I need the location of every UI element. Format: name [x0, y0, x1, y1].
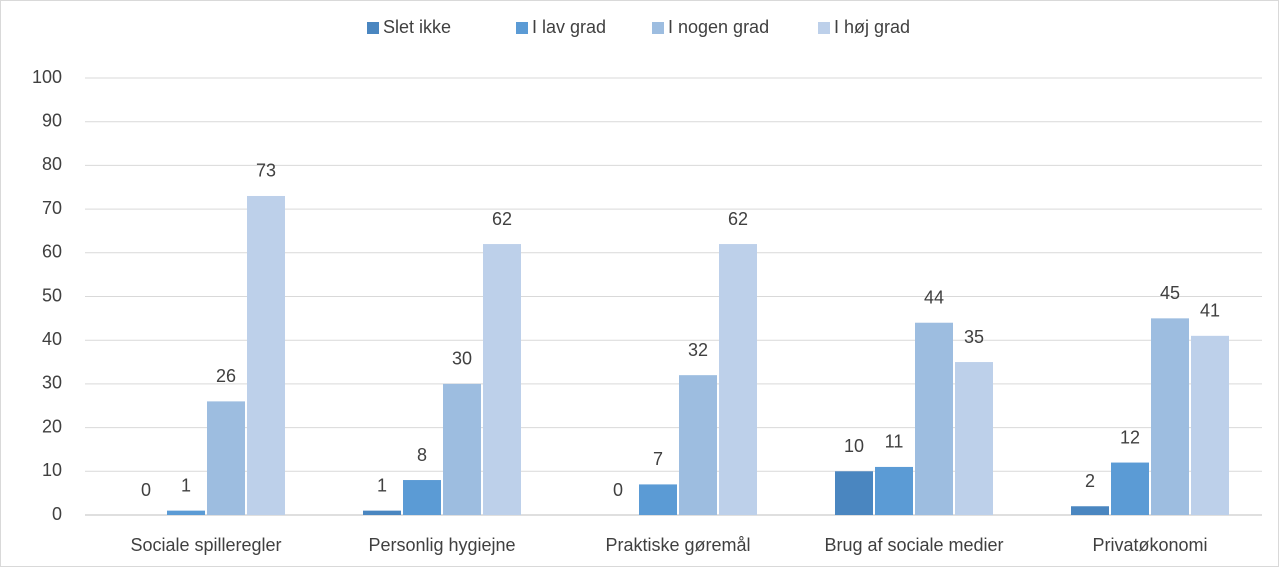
- data-label: 41: [1200, 301, 1220, 321]
- y-tick-label: 60: [42, 242, 62, 262]
- bar: [167, 510, 205, 515]
- data-label: 1: [377, 475, 387, 495]
- x-tick-label: Sociale spilleregler: [130, 535, 281, 555]
- y-tick-label: 0: [52, 504, 62, 524]
- y-tick-label: 90: [42, 110, 62, 130]
- y-tick-label: 70: [42, 198, 62, 218]
- bar: [483, 244, 521, 515]
- data-label: 35: [964, 327, 984, 347]
- data-label: 0: [141, 480, 151, 500]
- y-tick-label: 50: [42, 285, 62, 305]
- bar: [1071, 506, 1109, 515]
- data-label: 44: [924, 287, 944, 307]
- bar: [915, 322, 953, 515]
- bar: [955, 362, 993, 515]
- y-tick-label: 100: [32, 67, 62, 87]
- legend-swatch: [652, 22, 664, 34]
- legend-swatch: [818, 22, 830, 34]
- bar: [363, 510, 401, 515]
- y-tick-label: 20: [42, 416, 62, 436]
- data-label: 1: [181, 475, 191, 495]
- data-label: 73: [256, 161, 276, 181]
- data-label: 7: [653, 449, 663, 469]
- legend-label: Slet ikke: [383, 17, 451, 37]
- bar: [835, 471, 873, 515]
- data-label: 30: [452, 349, 472, 369]
- x-tick-label: Praktiske gøremål: [605, 535, 750, 555]
- bar: [679, 375, 717, 515]
- data-label: 62: [728, 209, 748, 229]
- bar: [443, 383, 481, 515]
- data-label: 45: [1160, 283, 1180, 303]
- y-tick-label: 30: [42, 373, 62, 393]
- y-tick-label: 40: [42, 329, 62, 349]
- legend-label: I lav grad: [532, 17, 606, 37]
- bar: [875, 466, 913, 515]
- legend-label: I høj grad: [834, 17, 910, 37]
- legend-label: I nogen grad: [668, 17, 769, 37]
- bar: [207, 401, 245, 515]
- bar: [403, 480, 441, 515]
- bar: [1151, 318, 1189, 515]
- data-label: 11: [885, 432, 904, 452]
- data-label: 2: [1085, 471, 1095, 491]
- legend-swatch: [367, 22, 379, 34]
- data-label: 12: [1120, 427, 1140, 447]
- x-tick-label: Privatøkonomi: [1092, 535, 1207, 555]
- y-tick-label: 80: [42, 154, 62, 174]
- bar: [247, 195, 285, 516]
- bar: [639, 484, 677, 515]
- y-tick-label: 10: [42, 460, 62, 480]
- bar: [719, 244, 757, 515]
- data-label: 8: [417, 445, 427, 465]
- data-label: 10: [844, 436, 864, 456]
- x-tick-label: Personlig hygiejne: [368, 535, 515, 555]
- bar: [1191, 335, 1229, 515]
- legend-swatch: [516, 22, 528, 34]
- data-label: 32: [688, 340, 708, 360]
- data-label: 26: [216, 366, 236, 386]
- x-tick-label: Brug af sociale medier: [824, 535, 1003, 555]
- data-label: 0: [613, 480, 623, 500]
- data-label: 62: [492, 209, 512, 229]
- bar: [1111, 462, 1149, 515]
